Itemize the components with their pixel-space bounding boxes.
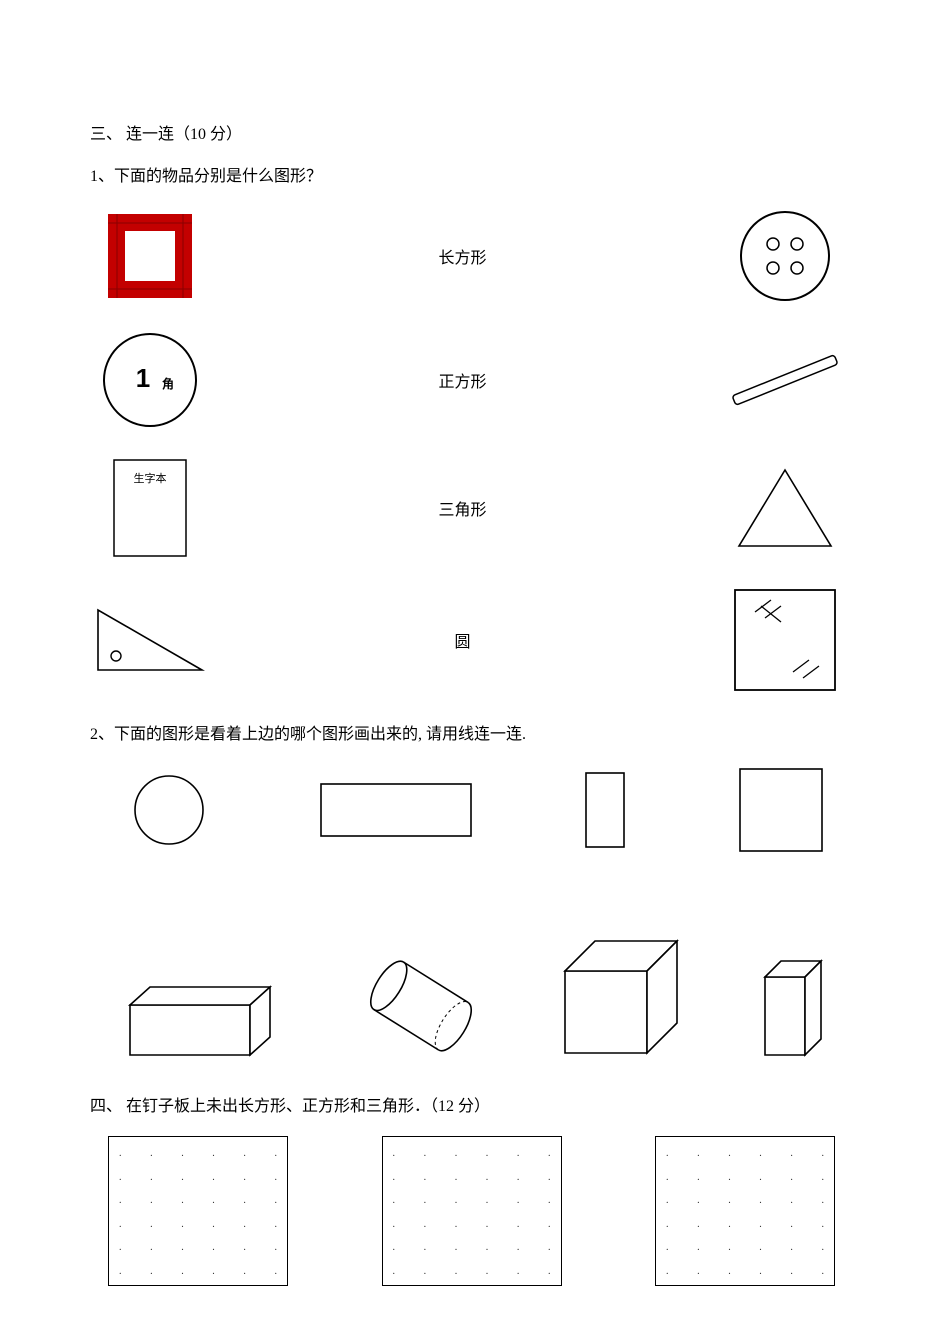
- notebook-label: 生字本: [134, 471, 167, 485]
- q2-flat-row: [90, 766, 855, 859]
- q2-solid-cylinder: [356, 951, 486, 1066]
- q2-solid-cuboid-long: [120, 975, 290, 1066]
- q1-right-stick: [715, 345, 855, 415]
- q2-solid-cuboid-tall: [757, 955, 835, 1066]
- q2-prompt: 2、下面的图形是看着上边的哪个图形画出来的, 请用线连一连.: [90, 720, 855, 744]
- q2-flat-rect-wide: [318, 781, 474, 844]
- coin-unit: 角: [162, 376, 174, 391]
- section-4-title: 四、 在钉子板上未出长方形、正方形和三角形．（12 分）: [90, 1092, 855, 1116]
- q1-label-rectangle: 长方形: [370, 244, 555, 268]
- q2-solid-row: [90, 931, 855, 1066]
- q1-label-square: 正方形: [370, 368, 555, 392]
- q1-left-set-square: [90, 604, 210, 676]
- q1-right-glass: [715, 586, 855, 694]
- q2-flat-rect-tall: [583, 770, 627, 855]
- section-3-title: 三、 连一连（10 分）: [90, 120, 855, 144]
- q1-prompt: 1、下面的物品分别是什么图形？: [90, 162, 855, 186]
- dotboard-3: ...... ...... ...... ...... ...... .....…: [655, 1136, 835, 1286]
- q1-left-coin: 1 角: [90, 330, 210, 430]
- q1-label-circle: 圆: [370, 628, 555, 652]
- q1-right-triangle: [715, 464, 855, 552]
- coin-number: 1: [136, 363, 150, 393]
- q1-grid: 长方形 1 角 正方形 生字本 三角形: [90, 208, 855, 694]
- dotboard-1: ...... ...... ...... ...... ...... .....…: [108, 1136, 288, 1286]
- dotboard-row: ...... ...... ...... ...... ...... .....…: [90, 1136, 855, 1286]
- q1-left-notebook: 生字本: [90, 456, 210, 560]
- q2-solid-cube: [551, 931, 691, 1066]
- q1-right-button: [715, 208, 855, 304]
- q1-left-red-frame: [90, 211, 210, 301]
- q2-flat-square: [737, 766, 825, 859]
- dotboard-2: ...... ...... ...... ...... ...... .....…: [382, 1136, 562, 1286]
- q1-label-triangle: 三角形: [370, 496, 555, 520]
- q2-flat-circle: [130, 771, 208, 854]
